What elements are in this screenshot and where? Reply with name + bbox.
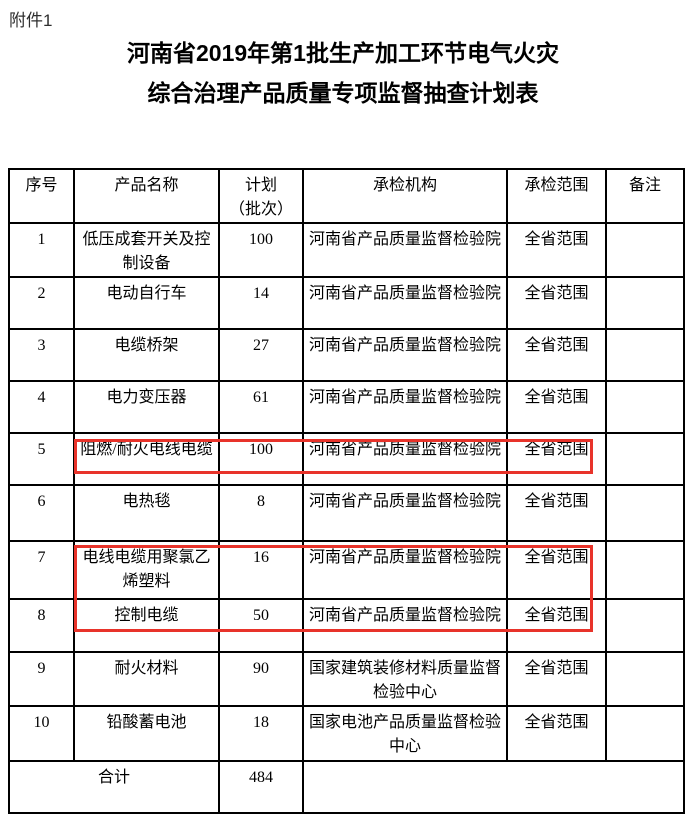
title-line-2: 综合治理产品质量专项监督抽查计划表 [147,80,539,106]
total-plan-cell: 484 [218,760,304,814]
plan-table-wrap: 序号 产品名称 计划 （批次） 承检机构 承检范围 备注 1 低压成套开关及控制设… [8,168,685,814]
cell-product: 铅酸蓄电池 [73,705,220,762]
cell-scope: 全省范围 [506,705,607,762]
cell-agency: 河南省产品质量监督检验院 [302,598,508,653]
table-row: 3 电缆桥架 27 河南省产品质量监督检验院 全省范围 [8,328,685,382]
table-footer: 合计 484 [8,760,685,814]
cell-product: 电力变压器 [73,380,220,434]
cell-plan: 100 [218,222,304,278]
table-row: 10 铅酸蓄电池 18 国家电池产品质量监督检验中心 全省范围 [8,705,685,762]
table-row: 7 电线电缆用聚氯乙烯塑料 16 河南省产品质量监督检验院 全省范围 [8,540,685,600]
cell-product: 阻燃/耐火电线电缆 [73,432,220,486]
total-label-cell: 合计 [8,760,220,814]
cell-product: 电热毯 [73,484,220,542]
cell-agency: 河南省产品质量监督检验院 [302,432,508,486]
cell-no: 9 [8,651,75,707]
header-no: 序号 [8,168,75,224]
table-row: 2 电动自行车 14 河南省产品质量监督检验院 全省范围 [8,276,685,330]
cell-remark [605,328,685,382]
header-remark: 备注 [605,168,685,224]
table-row: 9 耐火材料 90 国家建筑装修材料质量监督检验中心 全省范围 [8,651,685,707]
cell-no: 2 [8,276,75,330]
cell-agency: 国家电池产品质量监督检验中心 [302,705,508,762]
cell-no: 4 [8,380,75,434]
cell-remark [605,276,685,330]
header-plan: 计划 （批次） [218,168,304,224]
cell-product: 低压成套开关及控制设备 [73,222,220,278]
cell-scope: 全省范围 [506,484,607,542]
table-row: 4 电力变压器 61 河南省产品质量监督检验院 全省范围 [8,380,685,434]
plan-table: 序号 产品名称 计划 （批次） 承检机构 承检范围 备注 1 低压成套开关及控制设… [8,168,685,814]
cell-scope: 全省范围 [506,432,607,486]
cell-scope: 全省范围 [506,328,607,382]
cell-plan: 8 [218,484,304,542]
cell-no: 1 [8,222,75,278]
cell-no: 10 [8,705,75,762]
cell-agency: 国家建筑装修材料质量监督检验中心 [302,651,508,707]
cell-scope: 全省范围 [506,380,607,434]
cell-remark [605,380,685,434]
cell-scope: 全省范围 [506,222,607,278]
cell-remark [605,705,685,762]
cell-agency: 河南省产品质量监督检验院 [302,380,508,434]
cell-product: 电动自行车 [73,276,220,330]
cell-plan: 90 [218,651,304,707]
cell-agency: 河南省产品质量监督检验院 [302,276,508,330]
table-row: 1 低压成套开关及控制设备 100 河南省产品质量监督检验院 全省范围 [8,222,685,278]
cell-plan: 100 [218,432,304,486]
cell-scope: 全省范围 [506,598,607,653]
cell-agency: 河南省产品质量监督检验院 [302,484,508,542]
cell-plan: 18 [218,705,304,762]
cell-plan: 61 [218,380,304,434]
cell-agency: 河南省产品质量监督检验院 [302,328,508,382]
cell-remark [605,651,685,707]
cell-plan: 16 [218,540,304,600]
table-row: 8 控制电缆 50 河南省产品质量监督检验院 全省范围 [8,598,685,653]
table-header: 序号 产品名称 计划 （批次） 承检机构 承检范围 备注 [8,168,685,224]
cell-agency: 河南省产品质量监督检验院 [302,222,508,278]
header-scope: 承检范围 [506,168,607,224]
header-row: 序号 产品名称 计划 （批次） 承检机构 承检范围 备注 [8,168,685,224]
cell-product: 控制电缆 [73,598,220,653]
cell-no: 5 [8,432,75,486]
cell-remark [605,432,685,486]
cell-scope: 全省范围 [506,651,607,707]
table-row: 6 电热毯 8 河南省产品质量监督检验院 全省范围 [8,484,685,542]
attachment-label: 附件1 [9,11,53,30]
cell-no: 7 [8,540,75,600]
cell-no: 3 [8,328,75,382]
title-line-1: 河南省2019年第1批生产加工环节电气火灾 [127,40,559,66]
cell-remark [605,484,685,542]
header-agency: 承检机构 [302,168,508,224]
cell-scope: 全省范围 [506,540,607,600]
total-empty-cell [302,760,685,814]
table-row: 5 阻燃/耐火电线电缆 100 河南省产品质量监督检验院 全省范围 [8,432,685,486]
cell-plan: 27 [218,328,304,382]
cell-remark [605,222,685,278]
cell-no: 8 [8,598,75,653]
cell-product: 电线电缆用聚氯乙烯塑料 [73,540,220,600]
table-body: 1 低压成套开关及控制设备 100 河南省产品质量监督检验院 全省范围 2 电动自行车 14 河… [8,222,685,762]
cell-plan: 50 [218,598,304,653]
cell-no: 6 [8,484,75,542]
document-title: 河南省2019年第1批生产加工环节电气火灾 综合治理产品质量专项监督抽查计划表 [0,33,686,113]
cell-scope: 全省范围 [506,276,607,330]
cell-remark [605,598,685,653]
total-row: 合计 484 [8,760,685,814]
cell-plan: 14 [218,276,304,330]
header-product: 产品名称 [73,168,220,224]
cell-product: 耐火材料 [73,651,220,707]
cell-product: 电缆桥架 [73,328,220,382]
cell-remark [605,540,685,600]
cell-agency: 河南省产品质量监督检验院 [302,540,508,600]
